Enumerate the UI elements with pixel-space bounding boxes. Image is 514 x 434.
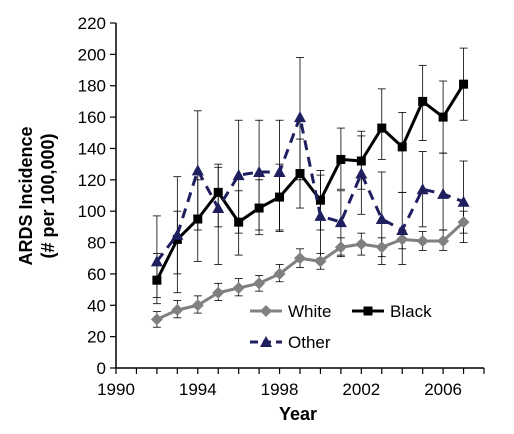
other-point (334, 216, 347, 228)
other-point (150, 255, 163, 267)
x-axis-title: Year (279, 404, 317, 424)
white-point (457, 216, 470, 229)
y-tick-label: 120 (78, 171, 106, 190)
other-point (232, 169, 245, 181)
other-point (314, 209, 327, 221)
black-point (275, 192, 285, 202)
y-tick-label: 40 (87, 296, 106, 315)
black-point (336, 154, 346, 164)
legend-white-label: White (288, 302, 331, 321)
black-point (254, 203, 264, 213)
white-point (191, 299, 204, 312)
other-point (171, 228, 184, 240)
series-layer (150, 79, 470, 326)
legend-black-marker (363, 306, 373, 316)
y-axis-title-line2: (# per 100,000) (38, 133, 58, 258)
legend-white-marker (260, 305, 272, 317)
x-tick-label: 1990 (97, 380, 135, 399)
other-point (355, 167, 368, 179)
legend-black-label: Black (390, 302, 432, 321)
white-point (416, 234, 429, 247)
black-point (377, 123, 387, 133)
black-point (418, 96, 428, 106)
y-tick-label: 160 (78, 108, 106, 127)
legend: White Black Other (250, 302, 432, 352)
x-tick-label: 2006 (424, 380, 462, 399)
black-point (295, 169, 305, 179)
other-series-line (155, 115, 465, 263)
y-tick-label: 80 (87, 234, 106, 253)
other-point (212, 202, 225, 214)
black-point (315, 195, 325, 205)
black-point (397, 142, 407, 152)
white-point (355, 238, 368, 251)
y-tick-label: 200 (78, 45, 106, 64)
legend-other-marker (260, 336, 272, 347)
white-point (273, 267, 286, 280)
other-point (191, 164, 204, 176)
white-point (437, 234, 450, 247)
x-tick-label: 2002 (342, 380, 380, 399)
white-point (150, 313, 163, 326)
y-tick-label: 180 (78, 77, 106, 96)
y-tick-label: 140 (78, 139, 106, 158)
white-point (171, 303, 184, 316)
black-point (356, 156, 366, 166)
y-tick-label: 220 (78, 14, 106, 33)
y-tick-label: 60 (87, 265, 106, 284)
white-point (375, 241, 388, 254)
black-point (152, 275, 162, 285)
white-point (212, 286, 225, 299)
black-point (193, 214, 203, 224)
y-tick-label: 100 (78, 202, 106, 221)
other-point (273, 165, 286, 177)
other-point (416, 183, 429, 195)
other-point (457, 195, 470, 207)
legend-other-label: Other (288, 333, 331, 352)
white-point (314, 255, 327, 268)
y-tick-label: 0 (97, 359, 106, 378)
other-point (294, 111, 306, 123)
white-point (396, 233, 409, 246)
y-tick-label: 20 (87, 328, 106, 347)
y-axis-title-line1: ARDS Incidence (16, 126, 36, 265)
white-point (253, 277, 266, 290)
other-point (437, 187, 450, 199)
white-series-line (156, 221, 465, 321)
black-point (213, 187, 223, 197)
other-point (396, 224, 409, 235)
white-point (294, 252, 306, 265)
axes-layer: 0 20 40 60 80 100 120 140 160 180 200 220 1990 1994 19… (78, 14, 485, 399)
x-tick-label: 1994 (179, 380, 217, 399)
black-point (459, 79, 469, 89)
x-tick-label: 1998 (261, 380, 299, 399)
white-point (334, 241, 347, 254)
other-point (253, 165, 266, 177)
black-series-line (155, 83, 465, 281)
black-point (234, 217, 244, 227)
white-point (232, 282, 245, 295)
black-point (438, 112, 448, 122)
other-point (375, 213, 388, 225)
